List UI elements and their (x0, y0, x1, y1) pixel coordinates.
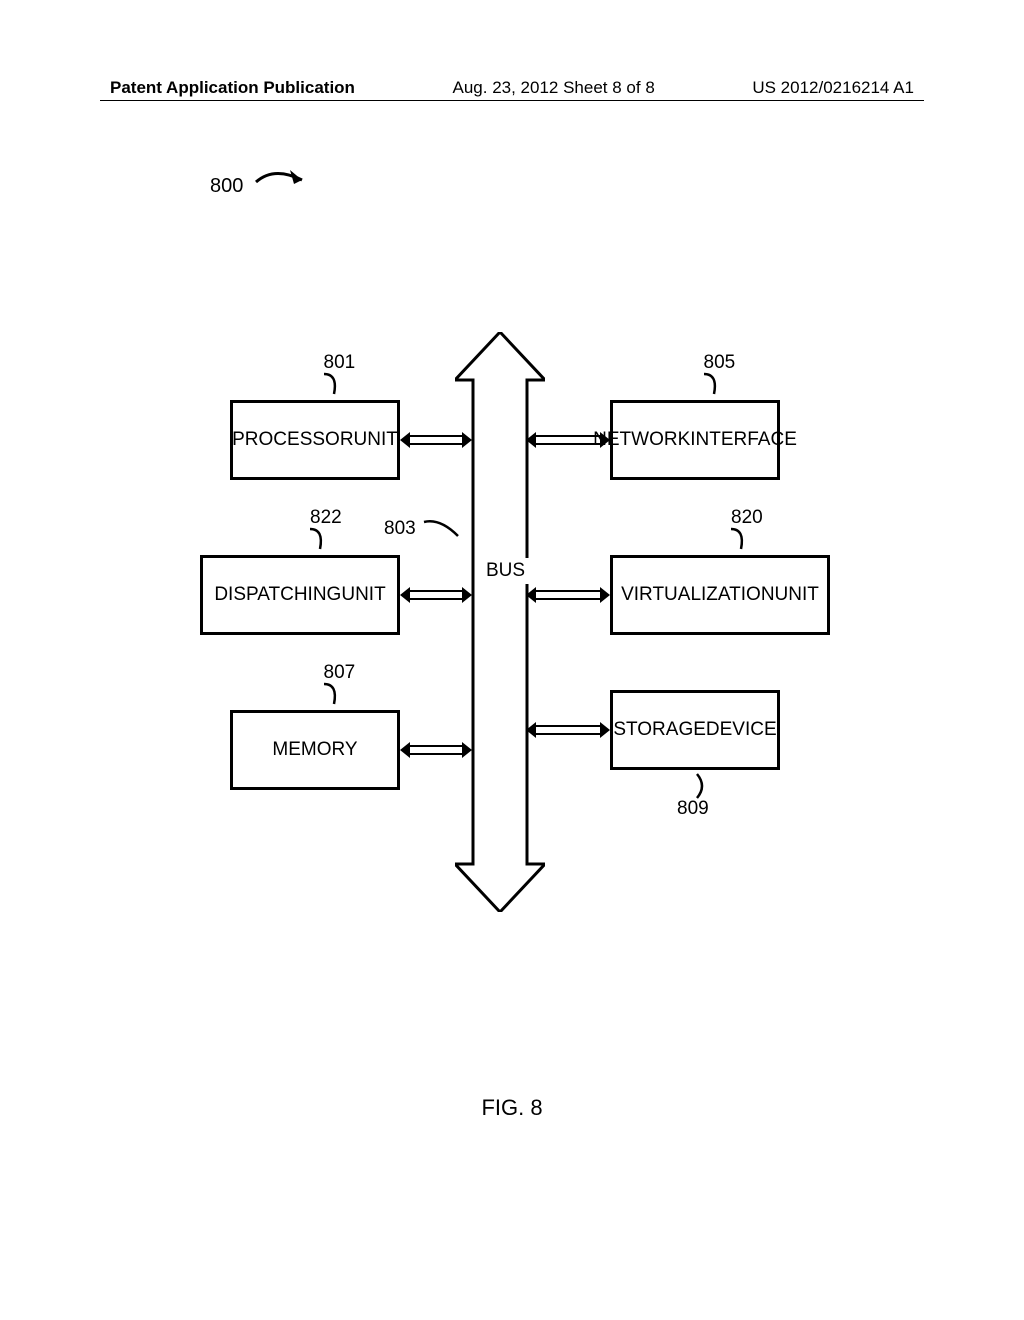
memory-ref-hook-icon (320, 680, 350, 708)
bus-label: BUS (482, 558, 529, 584)
network-block: NETWORKINTERFACE (610, 400, 780, 480)
virtualization-ref-hook-icon (727, 525, 757, 553)
processor-block: PROCESSORUNIT (230, 400, 400, 480)
dispatching-bus-connector (400, 583, 472, 607)
bus-ref-label: 803 (384, 518, 416, 540)
dispatching-block: DISPATCHINGUNIT (200, 555, 400, 635)
figure-ref-arrow-icon (254, 164, 324, 194)
storage-block: STORAGEDEVICE (610, 690, 780, 770)
header-center: Aug. 23, 2012 Sheet 8 of 8 (453, 78, 655, 98)
bus-ref-hook-icon (422, 518, 462, 540)
dispatching-ref-hook-icon (306, 525, 336, 553)
network-ref-hook-icon (700, 370, 730, 398)
figure-caption: FIG. 8 (0, 1095, 1024, 1121)
network-bus-connector (526, 428, 610, 452)
header-rule (100, 100, 924, 101)
virtualization-block: VIRTUALIZATIONUNIT (610, 555, 830, 635)
memory-bus-connector (400, 738, 472, 762)
processor-bus-connector (400, 428, 472, 452)
memory-block: MEMORY (230, 710, 400, 790)
system-diagram: 803 BUS PROCESSORUNIT801NETWORKINTERFACE… (165, 340, 865, 940)
virtualization-bus-connector (526, 583, 610, 607)
bus-arrow-icon (455, 332, 545, 912)
header-right: US 2012/0216214 A1 (752, 78, 914, 98)
storage-ref-label: 809 (677, 798, 709, 820)
page-header: Patent Application Publication Aug. 23, … (0, 78, 1024, 98)
figure-overall-ref: 800 (210, 175, 243, 198)
storage-ref-hook-icon (683, 772, 713, 800)
processor-ref-hook-icon (320, 370, 350, 398)
storage-bus-connector (526, 718, 610, 742)
header-left: Patent Application Publication (110, 78, 355, 98)
